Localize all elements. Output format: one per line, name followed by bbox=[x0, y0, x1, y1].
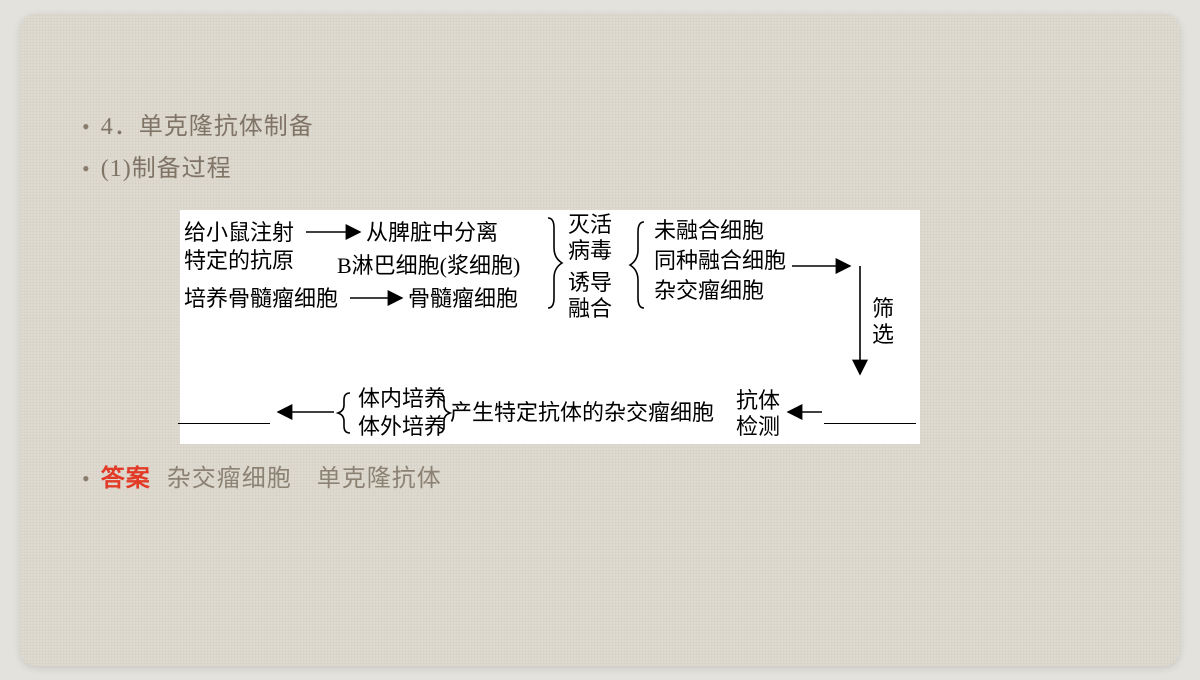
bullet-dot-icon: • bbox=[82, 156, 91, 182]
heading-text: 4．单克隆抗体制备 bbox=[101, 106, 314, 141]
node-culture-in: 体内培养 bbox=[358, 386, 446, 412]
answer-label: 答案 bbox=[101, 458, 151, 493]
node-inject-l1: 给小鼠注射 bbox=[184, 220, 294, 246]
answer-text: 杂交瘤细胞 单克隆抗体 bbox=[167, 458, 442, 493]
blank-left bbox=[178, 423, 270, 424]
node-result-l2: 同种融合细胞 bbox=[654, 248, 786, 274]
node-screen-c1: 筛 bbox=[872, 296, 894, 322]
node-antibody-l2: 检测 bbox=[736, 414, 780, 440]
slide-card: • 4．单克隆抗体制备 • (1)制备过程 给小鼠注射 特定的抗原 培养骨髓瘤细… bbox=[20, 14, 1180, 666]
node-inject-l2: 特定的抗原 bbox=[184, 248, 294, 274]
bullet-dot-icon: • bbox=[82, 114, 91, 140]
node-virus-l2: 病毒 bbox=[568, 238, 612, 264]
bullet-line-1: • 4．单克隆抗体制备 bbox=[82, 106, 314, 141]
node-induce-l2: 融合 bbox=[568, 296, 612, 322]
subheading-text: (1)制备过程 bbox=[101, 148, 232, 183]
node-culture-out: 体外培养 bbox=[358, 414, 446, 440]
bullet-line-2: • (1)制备过程 bbox=[82, 148, 232, 183]
node-myeloma: 骨髓瘤细胞 bbox=[408, 286, 518, 312]
bullet-line-answer: • 答案 杂交瘤细胞 单克隆抗体 bbox=[82, 458, 442, 493]
bullet-dot-icon: • bbox=[82, 466, 91, 492]
node-result-l3: 杂交瘤细胞 bbox=[654, 278, 764, 304]
node-result-l1: 未融合细胞 bbox=[654, 218, 764, 244]
node-spleen-l1: 从脾脏中分离 bbox=[366, 220, 498, 246]
node-antibody-l1: 抗体 bbox=[736, 388, 780, 414]
node-induce-l1: 诱导 bbox=[568, 270, 612, 296]
blank-right bbox=[824, 423, 916, 424]
node-produce: 产生特定抗体的杂交瘤细胞 bbox=[450, 400, 714, 426]
node-screen-c2: 选 bbox=[872, 322, 894, 348]
node-spleen-l2: B淋巴细胞(浆细胞) bbox=[337, 248, 520, 280]
flow-diagram: 给小鼠注射 特定的抗原 培养骨髓瘤细胞 从脾脏中分离 B淋巴细胞(浆细胞) 骨髓… bbox=[180, 210, 920, 444]
node-culture-myeloma: 培养骨髓瘤细胞 bbox=[184, 286, 338, 312]
node-virus-l1: 灭活 bbox=[568, 212, 612, 238]
